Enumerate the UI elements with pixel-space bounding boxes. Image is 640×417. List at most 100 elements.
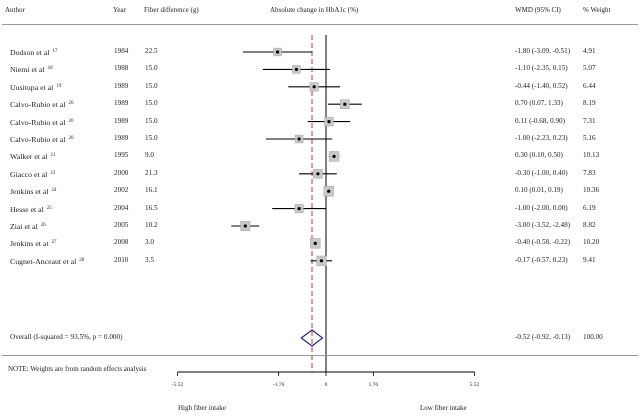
study-year: 2004 xyxy=(114,203,129,212)
study-weight: 7.83 xyxy=(583,168,596,177)
study-fiber-difference: 15.0 xyxy=(145,134,158,142)
study-year: 2002 xyxy=(114,186,129,195)
study-author: Cugnet-Anceaut et al 28 xyxy=(10,256,85,266)
header-wmd: WMD (95% CI) xyxy=(515,6,561,14)
study-reference: 24 xyxy=(51,188,57,194)
header-author: Author xyxy=(5,6,25,14)
overall-weight: 100.00 xyxy=(583,333,603,341)
study-fiber-difference: 3.0 xyxy=(145,238,154,247)
x-axis-tick-label: -5.52 xyxy=(171,382,184,388)
study-author: Calvo-Rubio et al 20 xyxy=(10,117,74,127)
overall-wmd-ci: -0.52 (-0.92, -0.13) xyxy=(515,333,571,341)
overall-label: Overall (I-squared = 93.5%, p = 0.000) xyxy=(10,333,123,341)
study-weight: 7.31 xyxy=(583,116,596,125)
study-year: 1995 xyxy=(114,151,129,160)
study-wmd-ci: -0.30 (-1.00, 0.40) xyxy=(515,168,568,177)
study-fiber-difference: 15.0 xyxy=(145,81,158,90)
study-wmd-ci: 0.30 (0.10, 0.50) xyxy=(515,151,563,160)
study-weight: 5.16 xyxy=(583,134,596,142)
direction-left-label: High fiber intake xyxy=(178,404,226,412)
study-year: 1988 xyxy=(114,64,129,73)
study-fiber-difference: 22.5 xyxy=(145,47,158,55)
x-axis-tick-label: 0 xyxy=(324,382,328,388)
study-year: 1989 xyxy=(114,116,129,125)
study-point-estimate xyxy=(316,172,320,176)
study-wmd-ci: 0.10 (0.01, 0.19) xyxy=(515,186,563,195)
study-weight: 10.20 xyxy=(583,238,600,247)
study-fiber-difference: 9.0 xyxy=(145,151,154,160)
study-weight: 8.19 xyxy=(583,99,596,108)
study-year: 2008 xyxy=(114,238,129,247)
study-point-estimate xyxy=(319,259,324,263)
study-year: 2000 xyxy=(114,168,129,177)
study-wmd-ci: -0.40 (-0.58, -0.22) xyxy=(515,238,571,247)
study-weight: 4.91 xyxy=(583,47,596,55)
study-reference: 20 xyxy=(68,101,74,107)
study-reference: 21 xyxy=(50,153,56,159)
study-point-estimate xyxy=(297,137,301,141)
study-reference: 27 xyxy=(51,240,57,246)
direction-right-label: Low fiber intake xyxy=(420,404,467,412)
study-reference: 25 xyxy=(46,205,52,211)
study-point-estimate xyxy=(243,224,247,228)
x-axis-tick-label: -1.76 xyxy=(272,382,285,388)
study-wmd-ci: -1.00 (-2.23, 0.23) xyxy=(515,134,568,142)
study-weight: 10.36 xyxy=(583,186,600,195)
study-year: 1989 xyxy=(114,134,129,142)
x-axis-tick-label: 1.76 xyxy=(368,382,379,388)
study-fiber-difference: 16.1 xyxy=(145,186,158,195)
study-point-estimate xyxy=(312,85,316,89)
study-wmd-ci: -1.00 (-2.00, 0.00) xyxy=(515,203,568,212)
study-reference: 20 xyxy=(68,136,74,141)
header-rule xyxy=(2,24,638,25)
header-effect: Absolute change in HbA1c (%) xyxy=(270,6,359,14)
header-year: Year xyxy=(113,6,126,14)
study-weight: 6.19 xyxy=(583,203,596,212)
study-wmd-ci: 0.70 (0.07, 1.33) xyxy=(515,99,563,108)
study-weight: 5.07 xyxy=(583,64,596,73)
study-reference: 20 xyxy=(68,118,74,124)
study-reference: 28 xyxy=(79,257,85,263)
study-fiber-difference: 3.5 xyxy=(145,255,154,264)
study-author: Walker et al 21 xyxy=(10,152,56,162)
header-weight: % Weight xyxy=(583,6,611,14)
study-weight: 10.13 xyxy=(583,151,600,160)
study-author: Uusitupa et al 19 xyxy=(10,82,62,92)
study-wmd-ci: -1.80 (-3.09, -0.51) xyxy=(515,47,571,55)
study-reference: 26 xyxy=(40,223,46,228)
study-reference: 23 xyxy=(50,170,56,176)
note-rule xyxy=(2,355,638,356)
study-fiber-difference: 15.0 xyxy=(145,64,158,73)
study-point-estimate xyxy=(275,50,280,54)
study-wmd-ci: -3.00 (-3.52, -2.48) xyxy=(515,221,571,229)
x-axis-tick-label: 5.52 xyxy=(469,382,480,388)
study-year: 2005 xyxy=(114,221,129,229)
study-fiber-difference: 10.2 xyxy=(145,221,158,229)
study-author: Dodson et al 17 xyxy=(10,48,58,57)
study-year: 1989 xyxy=(114,99,129,108)
study-fiber-difference: 15.0 xyxy=(145,99,158,108)
study-point-estimate xyxy=(297,207,301,211)
study-year: 2010 xyxy=(114,255,129,264)
study-point-estimate xyxy=(343,102,347,106)
study-weight: 6.44 xyxy=(583,81,596,90)
note-text: NOTE: Weights are from random effects an… xyxy=(8,365,147,373)
study-author: Giacco et al 23 xyxy=(10,169,56,179)
study-wmd-ci: -0.44 (-1.40, 0.52) xyxy=(515,81,568,90)
study-reference: 17 xyxy=(52,49,58,54)
study-fiber-difference: 15.0 xyxy=(145,116,158,125)
study-year: 1984 xyxy=(114,47,129,55)
study-point-estimate xyxy=(327,189,331,193)
study-author: Jenkins et at 27 xyxy=(10,239,57,249)
study-point-estimate xyxy=(327,120,331,124)
study-weight: 8.82 xyxy=(583,221,596,229)
study-reference: 19 xyxy=(56,83,62,89)
study-point-estimate xyxy=(332,154,336,158)
study-wmd-ci: -0.17 (-0.57, 0.23) xyxy=(515,255,568,264)
study-reference: 18 xyxy=(47,66,53,72)
study-author: Calvo-Rubio et al 20 xyxy=(10,100,74,110)
header-fiber-difference: Fiber difference (g) xyxy=(144,6,199,14)
study-fiber-difference: 21.3 xyxy=(145,168,158,177)
study-author: Ziai et al 26 xyxy=(10,222,46,231)
